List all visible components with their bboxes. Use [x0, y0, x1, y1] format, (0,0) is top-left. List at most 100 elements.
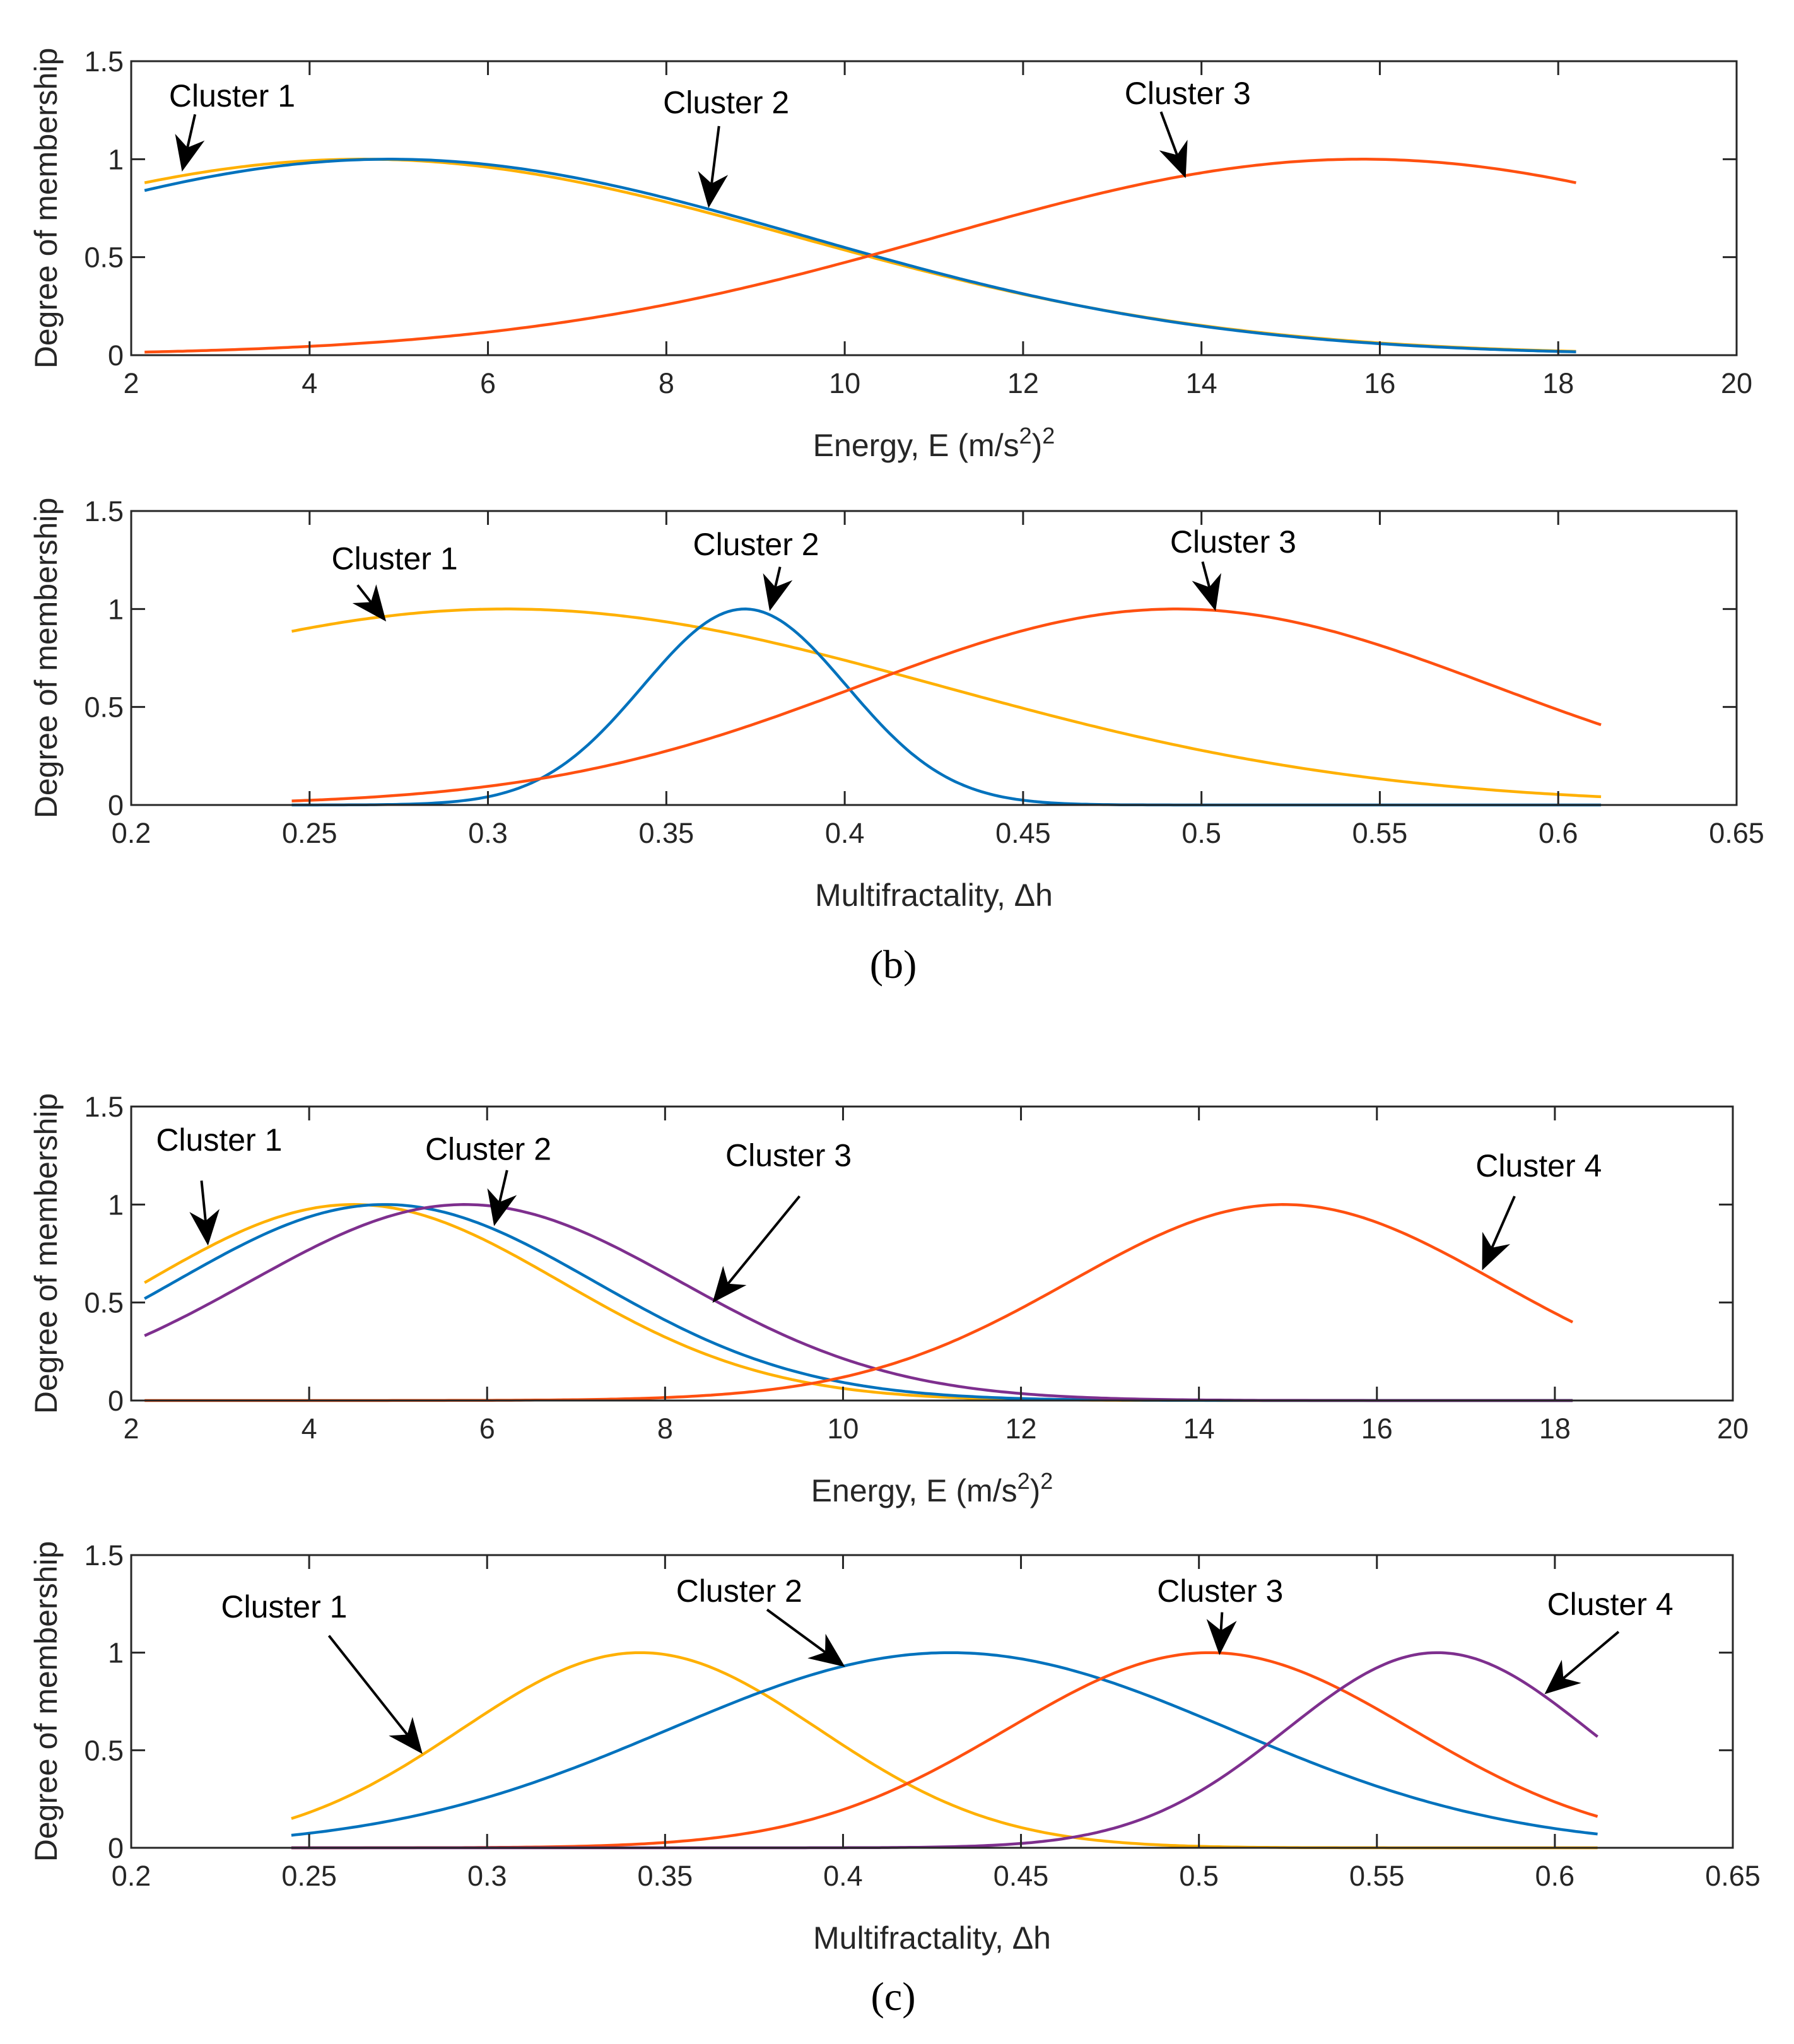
series-line-cluster-3: [291, 1651, 1598, 1850]
x-tick-label: 2: [123, 1413, 139, 1445]
y-tick-label: 1: [108, 143, 124, 175]
x-tick-label: 0.2: [112, 1860, 151, 1892]
series-line-cluster-1: [291, 608, 1602, 799]
arrow-head-icon: [487, 1188, 517, 1226]
annotation-cluster-3: Cluster 3: [1125, 76, 1251, 179]
series-line-cluster-1: [291, 1651, 1598, 1850]
series-line-cluster-1: [144, 158, 1576, 353]
y-tick-label: 0.5: [84, 691, 124, 724]
annotation-cluster-1: Cluster 1: [169, 78, 295, 172]
y-tick-label: 1: [108, 593, 124, 625]
annotation-label: Cluster 1: [332, 541, 458, 577]
arrow-shaft: [327, 1635, 409, 1736]
series-line-cluster-3: [144, 1203, 1573, 1402]
chart-3: 2 4 6 8 10 12 14 16 18 20 0 0.5 1 1.5 Energy, E (m/s2)…: [28, 1091, 1749, 1508]
y-tick-label: 1: [108, 1189, 124, 1221]
arrow-shaft: [200, 1180, 207, 1221]
arrow-head-icon: [352, 584, 387, 622]
x-tick-label: 6: [480, 367, 496, 399]
y-tick-label: 0: [108, 339, 124, 372]
y-tick-label: 0: [108, 789, 124, 821]
annotation-label: Cluster 3: [1170, 524, 1296, 560]
annotation-label: Cluster 1: [156, 1122, 282, 1158]
arrow-head-icon: [1482, 1231, 1511, 1271]
x-tick-label: 10: [829, 367, 860, 399]
x-tick-label: 10: [827, 1413, 859, 1445]
annotation-label: Cluster 1: [169, 78, 295, 114]
annotation-cluster-2: Cluster 2: [425, 1131, 551, 1226]
x-tick-label: 4: [302, 367, 317, 399]
x-tick-label: 0.4: [823, 1860, 863, 1892]
arrow-head-icon: [189, 1209, 220, 1246]
annotation-cluster-3: Cluster 3: [1157, 1573, 1283, 1655]
x-tick-label: 0.4: [825, 817, 865, 849]
annotation-label: Cluster 1: [221, 1589, 347, 1624]
annotation-label: Cluster 2: [693, 527, 819, 562]
x-tick-label: 12: [1005, 1413, 1037, 1445]
annotation-cluster-3: Cluster 3: [1170, 524, 1296, 611]
annotation-label: Cluster 2: [676, 1573, 802, 1609]
y-tick-label: 1.5: [84, 45, 124, 78]
annotation-cluster-3: Cluster 3: [712, 1138, 852, 1303]
annotation-label: Cluster 4: [1475, 1148, 1602, 1184]
arrow-head-icon: [1159, 139, 1188, 179]
x-axis-label: Multifractality, Δh: [813, 1920, 1051, 1956]
annotation-label: Cluster 4: [1547, 1587, 1674, 1622]
x-tick-label: 0.5: [1179, 1860, 1219, 1892]
arrow-shaft: [356, 584, 372, 603]
x-tick-label: 0.25: [282, 817, 337, 849]
y-tick-label: 0.5: [84, 1734, 124, 1766]
arrow-shaft: [1201, 561, 1211, 588]
x-tick-label: 8: [659, 367, 674, 399]
y-tick-label: 0.5: [84, 242, 124, 274]
x-tick-label: 14: [1186, 367, 1217, 399]
axes-box: [130, 1105, 1734, 1402]
annotation-cluster-4: Cluster 4: [1475, 1148, 1602, 1271]
series-line-cluster-2: [144, 158, 1576, 353]
x-tick-label: 16: [1361, 1413, 1393, 1445]
x-tick-label: 0.35: [639, 817, 695, 849]
arrow-head-icon: [712, 1266, 747, 1303]
chart-1: 2 4 6 8 10 12 14 16 18 20 0 0.5 1 1.5 Energy, E (m/s2)…: [28, 45, 1752, 463]
annotation-cluster-1: Cluster 1: [221, 1589, 423, 1754]
y-tick-label: 0: [108, 1832, 124, 1864]
arrow-shaft: [498, 1170, 508, 1202]
chart-2: 0.2 0.25 0.3 0.35 0.4 0.45 0.5 0.55 0.6 0.65 0 0.5 1…: [28, 495, 1764, 913]
arrow-shaft: [186, 114, 197, 148]
y-axis-label: Degree of membership: [28, 1541, 64, 1862]
axes-box: [130, 60, 1738, 356]
x-tick-label: 0.6: [1539, 817, 1578, 849]
axes-box: [130, 510, 1738, 806]
y-tick-label: 1.5: [84, 1091, 124, 1123]
annotation-cluster-2: Cluster 2: [693, 527, 819, 611]
x-tick-label: 0.65: [1705, 1860, 1761, 1892]
x-tick-label: 8: [657, 1413, 673, 1445]
annotation-label: Cluster 2: [425, 1131, 551, 1166]
x-tick-label: 16: [1364, 367, 1395, 399]
y-axis-label: Degree of membership: [28, 1093, 64, 1414]
annotation-label: Cluster 3: [1125, 76, 1251, 111]
series-line-cluster-2: [291, 608, 1602, 807]
arrow-shaft: [1159, 111, 1178, 156]
y-tick-label: 0.5: [84, 1287, 124, 1319]
x-tick-label: 18: [1542, 367, 1574, 399]
arrow-shaft: [710, 126, 720, 184]
y-tick-label: 1: [108, 1637, 124, 1669]
x-tick-label: 0.35: [638, 1860, 693, 1892]
x-tick-label: 0.45: [994, 1860, 1049, 1892]
x-tick-label: 20: [1721, 367, 1752, 399]
x-axis-label: Energy, E (m/s2)2: [813, 423, 1055, 463]
axes-box: [130, 1554, 1734, 1849]
x-tick-label: 0.55: [1352, 817, 1408, 849]
x-axis-label: Energy, E (m/s2)2: [811, 1468, 1053, 1508]
x-tick-label: 20: [1717, 1413, 1749, 1445]
arrow-head-icon: [1206, 1619, 1237, 1655]
arrow-shaft: [727, 1195, 801, 1285]
arrow-shaft: [774, 567, 782, 587]
annotation-cluster-1: Cluster 1: [156, 1122, 282, 1246]
y-tick-label: 1.5: [84, 1539, 124, 1571]
x-tick-label: 0.3: [468, 817, 508, 849]
y-tick-label: 0: [108, 1385, 124, 1417]
x-tick-label: 0.55: [1349, 1860, 1405, 1892]
